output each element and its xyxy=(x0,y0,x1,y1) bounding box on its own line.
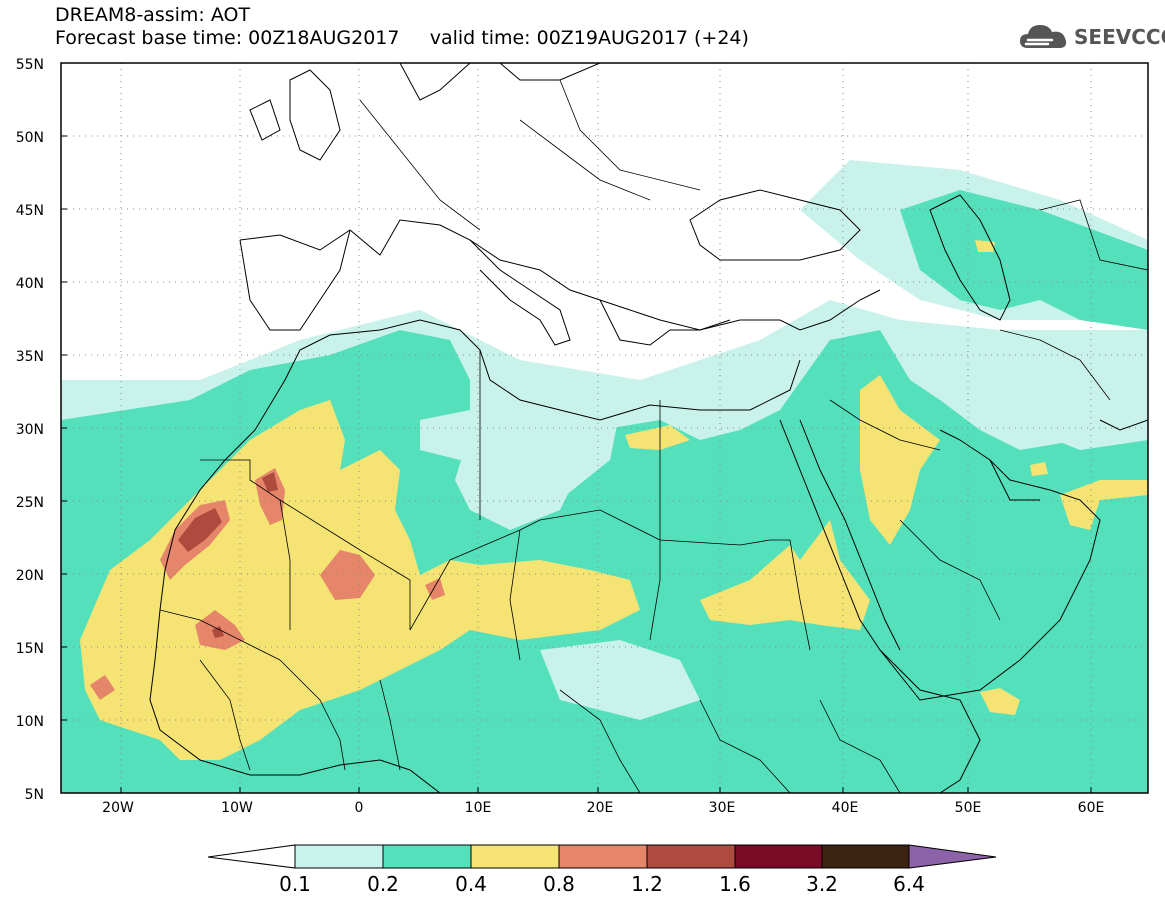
axis-ticks xyxy=(61,135,1092,793)
legend-swatch xyxy=(734,844,823,869)
lat-label: 35N xyxy=(16,349,44,365)
legend-swatch xyxy=(470,844,560,869)
legend-label: 3.2 xyxy=(806,872,838,896)
lat-label: 15N xyxy=(16,641,44,657)
lat-label: 45N xyxy=(16,203,44,219)
lon-label: 10E xyxy=(465,800,492,816)
base-time-label: Forecast base time: 00Z18AUG2017 xyxy=(55,27,400,49)
map-subtitle: Forecast base time: 00Z18AUG2017 valid t… xyxy=(55,27,749,49)
seevccc-logo: SEEVCCC xyxy=(1018,22,1165,52)
aot-band-0.1-inner xyxy=(420,340,1148,720)
lat-label: 10N xyxy=(16,714,44,730)
legend-arrow-high xyxy=(908,844,997,869)
legend-label: 0.4 xyxy=(455,872,487,896)
legend-swatch xyxy=(558,844,648,869)
lon-label: 40E xyxy=(832,800,859,816)
lat-label: 40N xyxy=(16,276,44,292)
lat-label: 25N xyxy=(16,495,44,511)
legend-label: 0.1 xyxy=(279,872,311,896)
lon-label: 50E xyxy=(955,800,982,816)
legend-arrow-low xyxy=(207,844,296,869)
lon-label: 0 xyxy=(355,800,364,816)
lat-label: 50N xyxy=(16,130,44,146)
legend-label: 1.6 xyxy=(719,872,751,896)
legend-swatch xyxy=(821,844,910,869)
legend-swatch xyxy=(294,844,384,869)
legend-swatch xyxy=(646,844,736,869)
logo-text: SEEVCCC xyxy=(1074,25,1165,49)
coastlines xyxy=(149,63,1148,793)
borders xyxy=(159,79,1148,793)
valid-time-label: valid time: 00Z19AUG2017 (+24) xyxy=(429,27,749,49)
legend-label: 1.2 xyxy=(631,872,663,896)
legend-swatch xyxy=(382,844,472,869)
map-title: DREAM8-assim: AOT xyxy=(55,4,251,26)
lon-label: 20E xyxy=(587,800,614,816)
lon-label: 20W xyxy=(102,800,134,816)
legend-label: 0.2 xyxy=(367,872,399,896)
lat-label: 30N xyxy=(16,422,44,438)
lon-label: 30E xyxy=(709,800,736,816)
cloud-icon xyxy=(1020,25,1067,48)
aot-band-1.2 xyxy=(178,472,278,638)
lon-label: 60E xyxy=(1078,800,1105,816)
legend-label: 0.8 xyxy=(543,872,575,896)
lat-label: 5N xyxy=(25,787,44,803)
color-legend xyxy=(207,844,997,869)
lat-label: 20N xyxy=(16,568,44,584)
legend-label: 6.4 xyxy=(893,872,925,896)
lat-label: 55N xyxy=(16,57,44,73)
lon-label: 10W xyxy=(221,800,253,816)
